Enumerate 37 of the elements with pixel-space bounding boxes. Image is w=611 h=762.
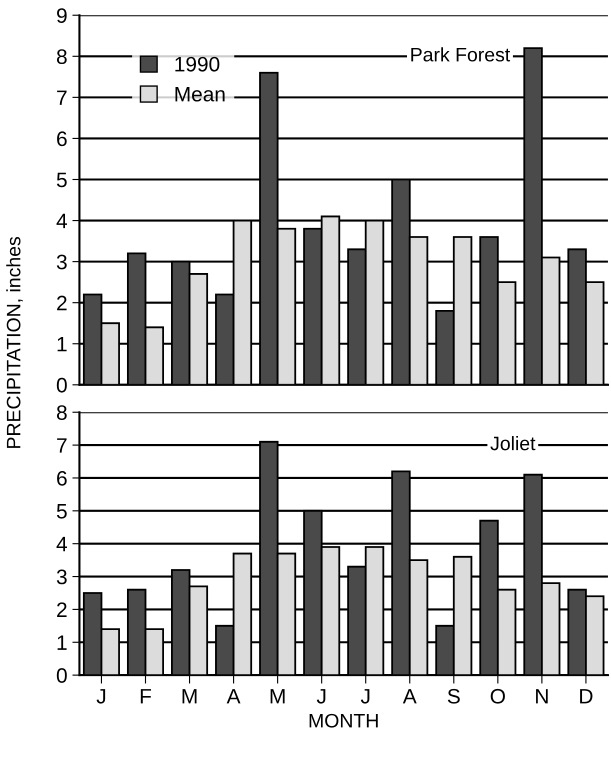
x-tick-label: J [316,689,326,704]
x-tick-label: A [226,689,240,704]
y-tick-label: 4 [56,214,68,228]
y-tick-label: 6 [57,131,67,146]
x-tick-label: J [360,689,370,704]
y-tick-label: 5 [56,172,67,188]
y-tick-label: 5 [56,504,67,519]
y-tick-label: 1 [58,336,67,352]
y-tick-label: 0 [56,668,67,683]
legend-label: Mean [176,86,225,102]
x-tick-label: J [96,689,106,704]
x-tick-label: F [140,689,152,704]
y-tick-label: 2 [57,602,67,617]
x-tick-label: S [448,688,460,704]
y-axis-title: PRECIPITATION, inches [6,236,23,448]
y-tick-label: 8 [56,405,67,420]
x-tick-label: M [270,689,285,704]
y-tick-label: 9 [57,8,67,23]
y-tick-label: 3 [56,254,67,270]
x-tick-label: D [580,689,592,704]
y-tick-label: 7 [57,438,67,453]
y-tick-label: 2 [57,296,67,310]
y-tick-label: 4 [56,536,68,552]
y-tick-label: 1 [58,635,67,650]
x-tick-label: M [182,689,197,704]
x-tick-label: A [402,689,417,704]
y-tick-label: 7 [57,90,67,105]
y-tick-label: 8 [56,49,67,64]
y-tick-label: 6 [57,470,67,486]
x-axis-title: MONTH [310,714,378,728]
y-tick-label: 3 [56,570,67,584]
x-tick-label: O [490,688,505,704]
x-tick-label: N [536,689,548,704]
text: Joliet [490,436,536,450]
text: Park Forest [411,47,510,62]
legend-label: 1990 [175,56,220,72]
y-tick-label: 0 [56,378,67,393]
